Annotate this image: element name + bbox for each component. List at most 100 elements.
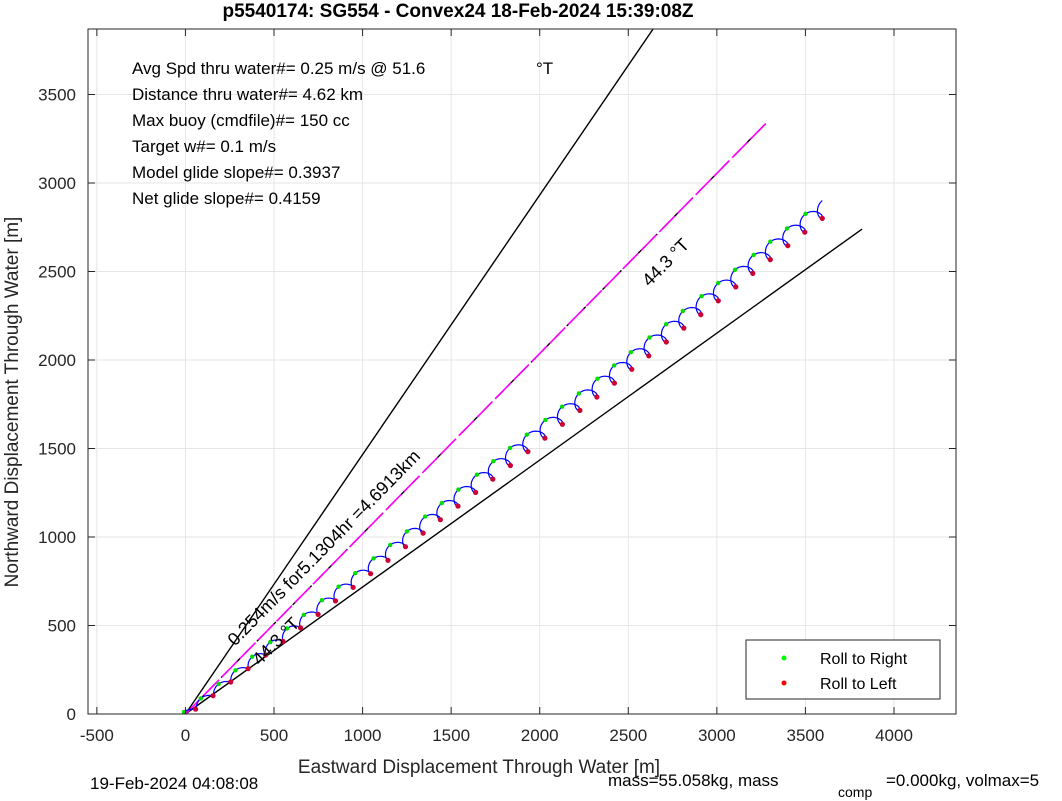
roll-left-marker <box>507 462 513 469</box>
y-tick-label: 3500 <box>38 85 76 104</box>
info-line-max-buoy: Max buoy (cmdfile)#= 150 cc <box>132 111 350 130</box>
roll-left-marker <box>629 366 635 372</box>
reference-lines <box>184 28 863 715</box>
roll-left-marker <box>577 407 583 413</box>
roll-right-marker <box>233 668 238 673</box>
roll-right-marker <box>628 350 634 355</box>
roll-right-marker <box>491 459 496 464</box>
roll-right-marker <box>612 363 617 368</box>
y-tick-label: 500 <box>48 616 76 635</box>
roll-left-marker <box>542 435 548 441</box>
roll-right-marker <box>456 487 461 492</box>
roll-left-marker <box>715 298 721 304</box>
roll-left-marker <box>802 229 808 235</box>
roll-left-marker <box>594 394 600 400</box>
roll-right-marker <box>664 322 669 327</box>
roll-left-marker <box>663 339 669 345</box>
y-axis-ticks: 0 500 1000 1500 2000 2500 3000 3500 <box>38 85 956 724</box>
roll-left-marker <box>245 666 251 672</box>
roll-right-marker <box>353 571 358 576</box>
footer-mass: mass=55.058kg, mass <box>608 771 779 790</box>
roll-right-marker <box>595 376 600 381</box>
roll-right-marker <box>699 294 704 299</box>
roll-right-marker <box>250 654 255 659</box>
roll-right-marker <box>803 211 808 216</box>
x-axis-label: Eastward Displacement Through Water [m] <box>298 757 660 778</box>
x-tick-label: 2500 <box>609 726 647 745</box>
roll-left-marker <box>767 257 773 263</box>
y-tick-label: 1000 <box>38 528 76 547</box>
roll-left-marker <box>559 421 566 427</box>
roll-right-marker <box>507 445 513 451</box>
info-line-distance: Distance thru water#= 4.62 km <box>132 85 363 104</box>
info-line-model-glide: Model glide slope#= 0.3937 <box>132 163 340 182</box>
roll-right-marker <box>301 612 306 618</box>
roll-left-marker <box>437 517 443 523</box>
legend-label-roll-right: Roll to Right <box>820 651 908 668</box>
velocity-vector-line <box>184 120 769 715</box>
roll-left-marker <box>368 571 374 577</box>
roll-left-marker <box>698 312 704 318</box>
roll-right-marker <box>388 542 393 548</box>
x-tick-label: 500 <box>260 726 288 745</box>
reference-line-1 <box>185 228 863 715</box>
x-axis-ticks: -500 0 500 1000 1500 2000 2500 3000 3500 4000 <box>80 29 913 745</box>
roll-right-marker <box>268 639 273 645</box>
info-box: Avg Spd thru water#= 0.25 m/s @ 51.6 °T … <box>132 59 553 208</box>
roll-left-marker <box>332 598 339 604</box>
x-tick-label: 3500 <box>787 726 825 745</box>
chart-title: p5540174: SG554 - Convex24 18-Feb-2024 1… <box>222 1 693 22</box>
roll-right-marker <box>680 308 686 314</box>
info-line-avg-speed: Avg Spd thru water#= 0.25 m/s @ 51.6 <box>132 59 425 78</box>
roll-left-marker <box>785 243 791 249</box>
roll-left-marker <box>280 638 286 645</box>
roll-left-marker <box>263 652 269 658</box>
roll-right-marker <box>784 226 790 231</box>
roll-right-marker <box>768 239 773 244</box>
roll-right-marker <box>423 514 428 519</box>
roll-left-marker <box>473 489 479 495</box>
roll-left-marker <box>490 476 496 482</box>
info-line-target-w: Target w#= 0.1 m/s <box>132 137 276 156</box>
x-tick-label: 4000 <box>875 726 913 745</box>
roll-left-marker <box>315 611 321 618</box>
roll-right-marker <box>439 500 444 506</box>
roll-right-marker <box>576 391 581 396</box>
roll-left-marker <box>210 693 216 699</box>
x-tick-label: 0 <box>181 726 190 745</box>
annotation-0: 44.3 °T <box>638 235 693 291</box>
roll-left-marker <box>402 544 409 550</box>
roll-right-marker <box>319 598 325 603</box>
roll-right-marker <box>716 280 721 286</box>
footer: 19-Feb-2024 04:08:08 mass=55.058kg, mass… <box>90 771 1039 800</box>
x-tick-label: -500 <box>80 726 114 745</box>
roll-right-marker <box>474 472 480 477</box>
roll-left-marker <box>611 380 618 386</box>
footer-timestamp: 19-Feb-2024 04:08:08 <box>90 774 258 793</box>
plot-area-frame <box>87 28 957 715</box>
info-line-unit: °T <box>536 59 553 78</box>
roll-left-marker <box>420 530 426 536</box>
roll-left-marker <box>681 325 687 331</box>
roll-left-marker <box>646 353 652 359</box>
x-tick-label: 1000 <box>344 726 382 745</box>
legend-label-roll-left: Roll to Left <box>820 676 897 693</box>
roll-right-marker <box>371 556 376 561</box>
info-line-net-glide: Net glide slope#= 0.4159 <box>132 189 321 208</box>
y-tick-label: 2500 <box>38 262 76 281</box>
roll-right-marker <box>284 626 290 631</box>
roll-left-marker <box>733 284 739 290</box>
annotation-1: 0.254m/s for5.1304hr =4.6913km <box>224 446 424 650</box>
x-tick-label: 3000 <box>698 726 736 745</box>
roll-right-marker <box>559 404 565 409</box>
legend: Roll to Right Roll to Left <box>745 639 941 700</box>
x-tick-label: 1500 <box>432 726 470 745</box>
roll-left-marker <box>298 625 304 631</box>
roll-right-marker <box>216 681 221 687</box>
roll-left-marker <box>228 679 234 685</box>
roll-left-marker <box>819 215 825 221</box>
reference-line-0 <box>184 28 654 715</box>
y-tick-label: 2000 <box>38 351 76 370</box>
legend-marker-roll-right <box>781 655 787 661</box>
